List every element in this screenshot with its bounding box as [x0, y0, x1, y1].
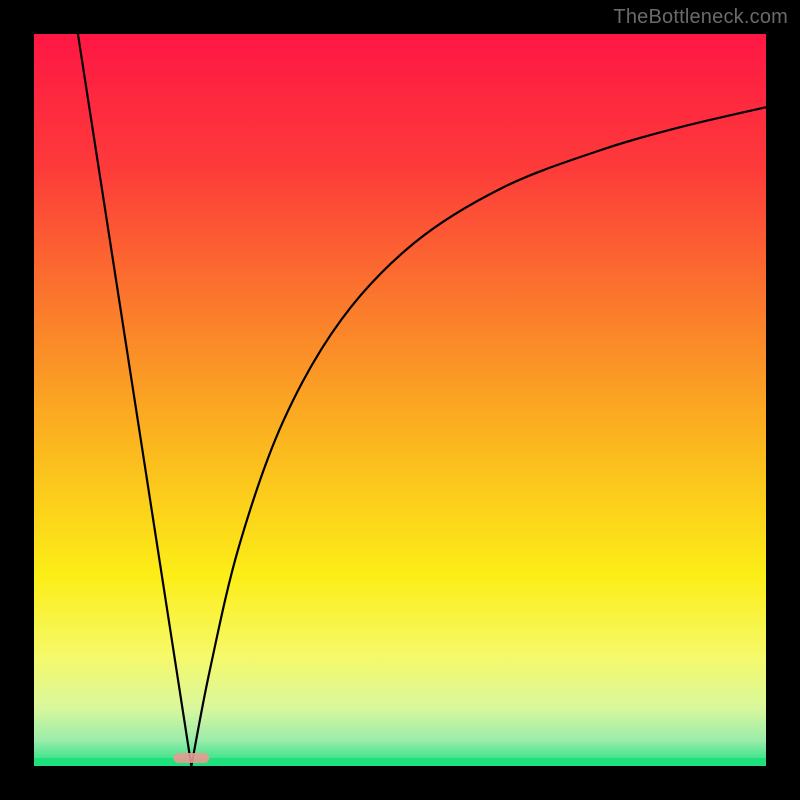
watermark-text: TheBottleneck.com	[613, 6, 788, 29]
plot-background	[34, 34, 766, 766]
green-strip	[34, 758, 766, 766]
dip-marker-pill	[173, 753, 209, 763]
